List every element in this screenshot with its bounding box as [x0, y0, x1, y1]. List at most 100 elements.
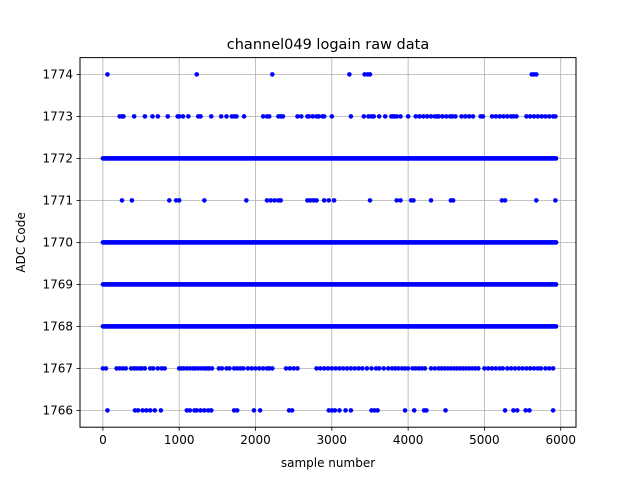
- data-point: [202, 198, 207, 203]
- data-point: [316, 114, 322, 119]
- y-axis-label: ADC Code: [14, 212, 28, 272]
- data-point: [257, 366, 262, 371]
- data-point: [516, 366, 522, 371]
- data-point: [527, 408, 532, 413]
- data-point: [514, 114, 519, 119]
- data-point: [180, 114, 186, 119]
- data-point: [234, 114, 239, 119]
- data-point: [253, 366, 258, 371]
- data-point: [147, 408, 153, 413]
- data-point: [260, 114, 266, 119]
- y-tick-label: 1770: [42, 236, 73, 250]
- y-tick-label: 1767: [42, 362, 73, 376]
- data-point: [269, 366, 275, 371]
- data-point: [405, 366, 411, 371]
- data-point: [135, 408, 141, 413]
- data-point: [543, 366, 548, 371]
- data-point: [266, 114, 272, 119]
- data-point: [209, 366, 215, 371]
- data-point: [257, 408, 263, 413]
- data-point: [367, 72, 373, 77]
- data-point: [502, 198, 508, 203]
- data-point: [269, 72, 275, 77]
- x-tick-label: 1000: [164, 433, 195, 447]
- data-point: [482, 366, 487, 371]
- x-tick-label: 4000: [393, 433, 424, 447]
- data-point: [424, 408, 429, 413]
- data-point: [511, 408, 516, 413]
- data-point: [428, 198, 434, 203]
- data-point: [162, 366, 168, 371]
- data-point: [443, 408, 448, 413]
- data-point: [360, 366, 365, 371]
- data-point: [340, 366, 346, 371]
- data-point: [142, 114, 148, 119]
- data-point: [144, 408, 149, 413]
- data-point: [553, 282, 559, 287]
- data-point: [129, 198, 135, 203]
- data-point: [385, 366, 391, 371]
- data-point: [466, 114, 472, 119]
- data-point: [166, 198, 172, 203]
- data-point: [310, 114, 316, 119]
- data-point: [394, 114, 399, 119]
- data-point: [550, 366, 556, 371]
- data-point: [527, 366, 533, 371]
- data-point: [268, 198, 274, 203]
- data-point: [450, 198, 456, 203]
- data-point: [121, 114, 126, 119]
- data-point: [202, 408, 207, 413]
- data-point: [422, 366, 428, 371]
- data-point: [165, 114, 171, 119]
- data-point: [505, 114, 510, 119]
- data-point: [376, 114, 382, 119]
- data-point: [198, 408, 203, 413]
- data-point: [538, 366, 544, 371]
- data-point: [150, 114, 155, 119]
- data-point: [208, 408, 214, 413]
- data-point: [524, 366, 529, 371]
- data-point: [295, 114, 300, 119]
- data-point: [371, 114, 377, 119]
- data-point: [411, 198, 416, 203]
- y-tick-label: 1769: [42, 278, 73, 292]
- data-point: [476, 366, 481, 371]
- data-point: [240, 366, 246, 371]
- data-point: [194, 72, 200, 77]
- data-point: [244, 198, 249, 203]
- data-point: [489, 366, 495, 371]
- data-point: [356, 366, 361, 371]
- data-point: [347, 72, 352, 77]
- data-point: [105, 408, 110, 413]
- data-point: [344, 366, 350, 371]
- data-point: [524, 114, 529, 119]
- data-point: [176, 198, 182, 203]
- data-point: [332, 408, 338, 413]
- data-point: [531, 114, 537, 119]
- y-tick-label: 1774: [42, 68, 73, 82]
- data-point: [500, 366, 506, 371]
- data-point: [376, 366, 382, 371]
- data-point: [485, 366, 491, 371]
- data-point: [432, 366, 438, 371]
- data-point: [142, 366, 148, 371]
- data-point: [278, 198, 283, 203]
- data-point: [424, 114, 430, 119]
- data-point: [367, 198, 373, 203]
- data-point: [105, 72, 110, 77]
- data-point: [352, 366, 358, 371]
- x-tick-label: 0: [99, 433, 107, 447]
- data-point: [348, 408, 354, 413]
- data-point: [440, 114, 445, 119]
- data-point: [398, 114, 403, 119]
- data-point: [443, 114, 449, 119]
- data-point: [361, 114, 367, 119]
- data-point: [459, 114, 464, 119]
- data-point: [291, 366, 296, 371]
- axis-ticks: 0 1000 2000 3000 4000 5000 6000 1766 1767 1768 176…: [42, 68, 576, 448]
- data-point: [337, 408, 342, 413]
- data-point: [187, 408, 193, 413]
- data-point: [413, 114, 419, 119]
- data-point: [337, 366, 342, 371]
